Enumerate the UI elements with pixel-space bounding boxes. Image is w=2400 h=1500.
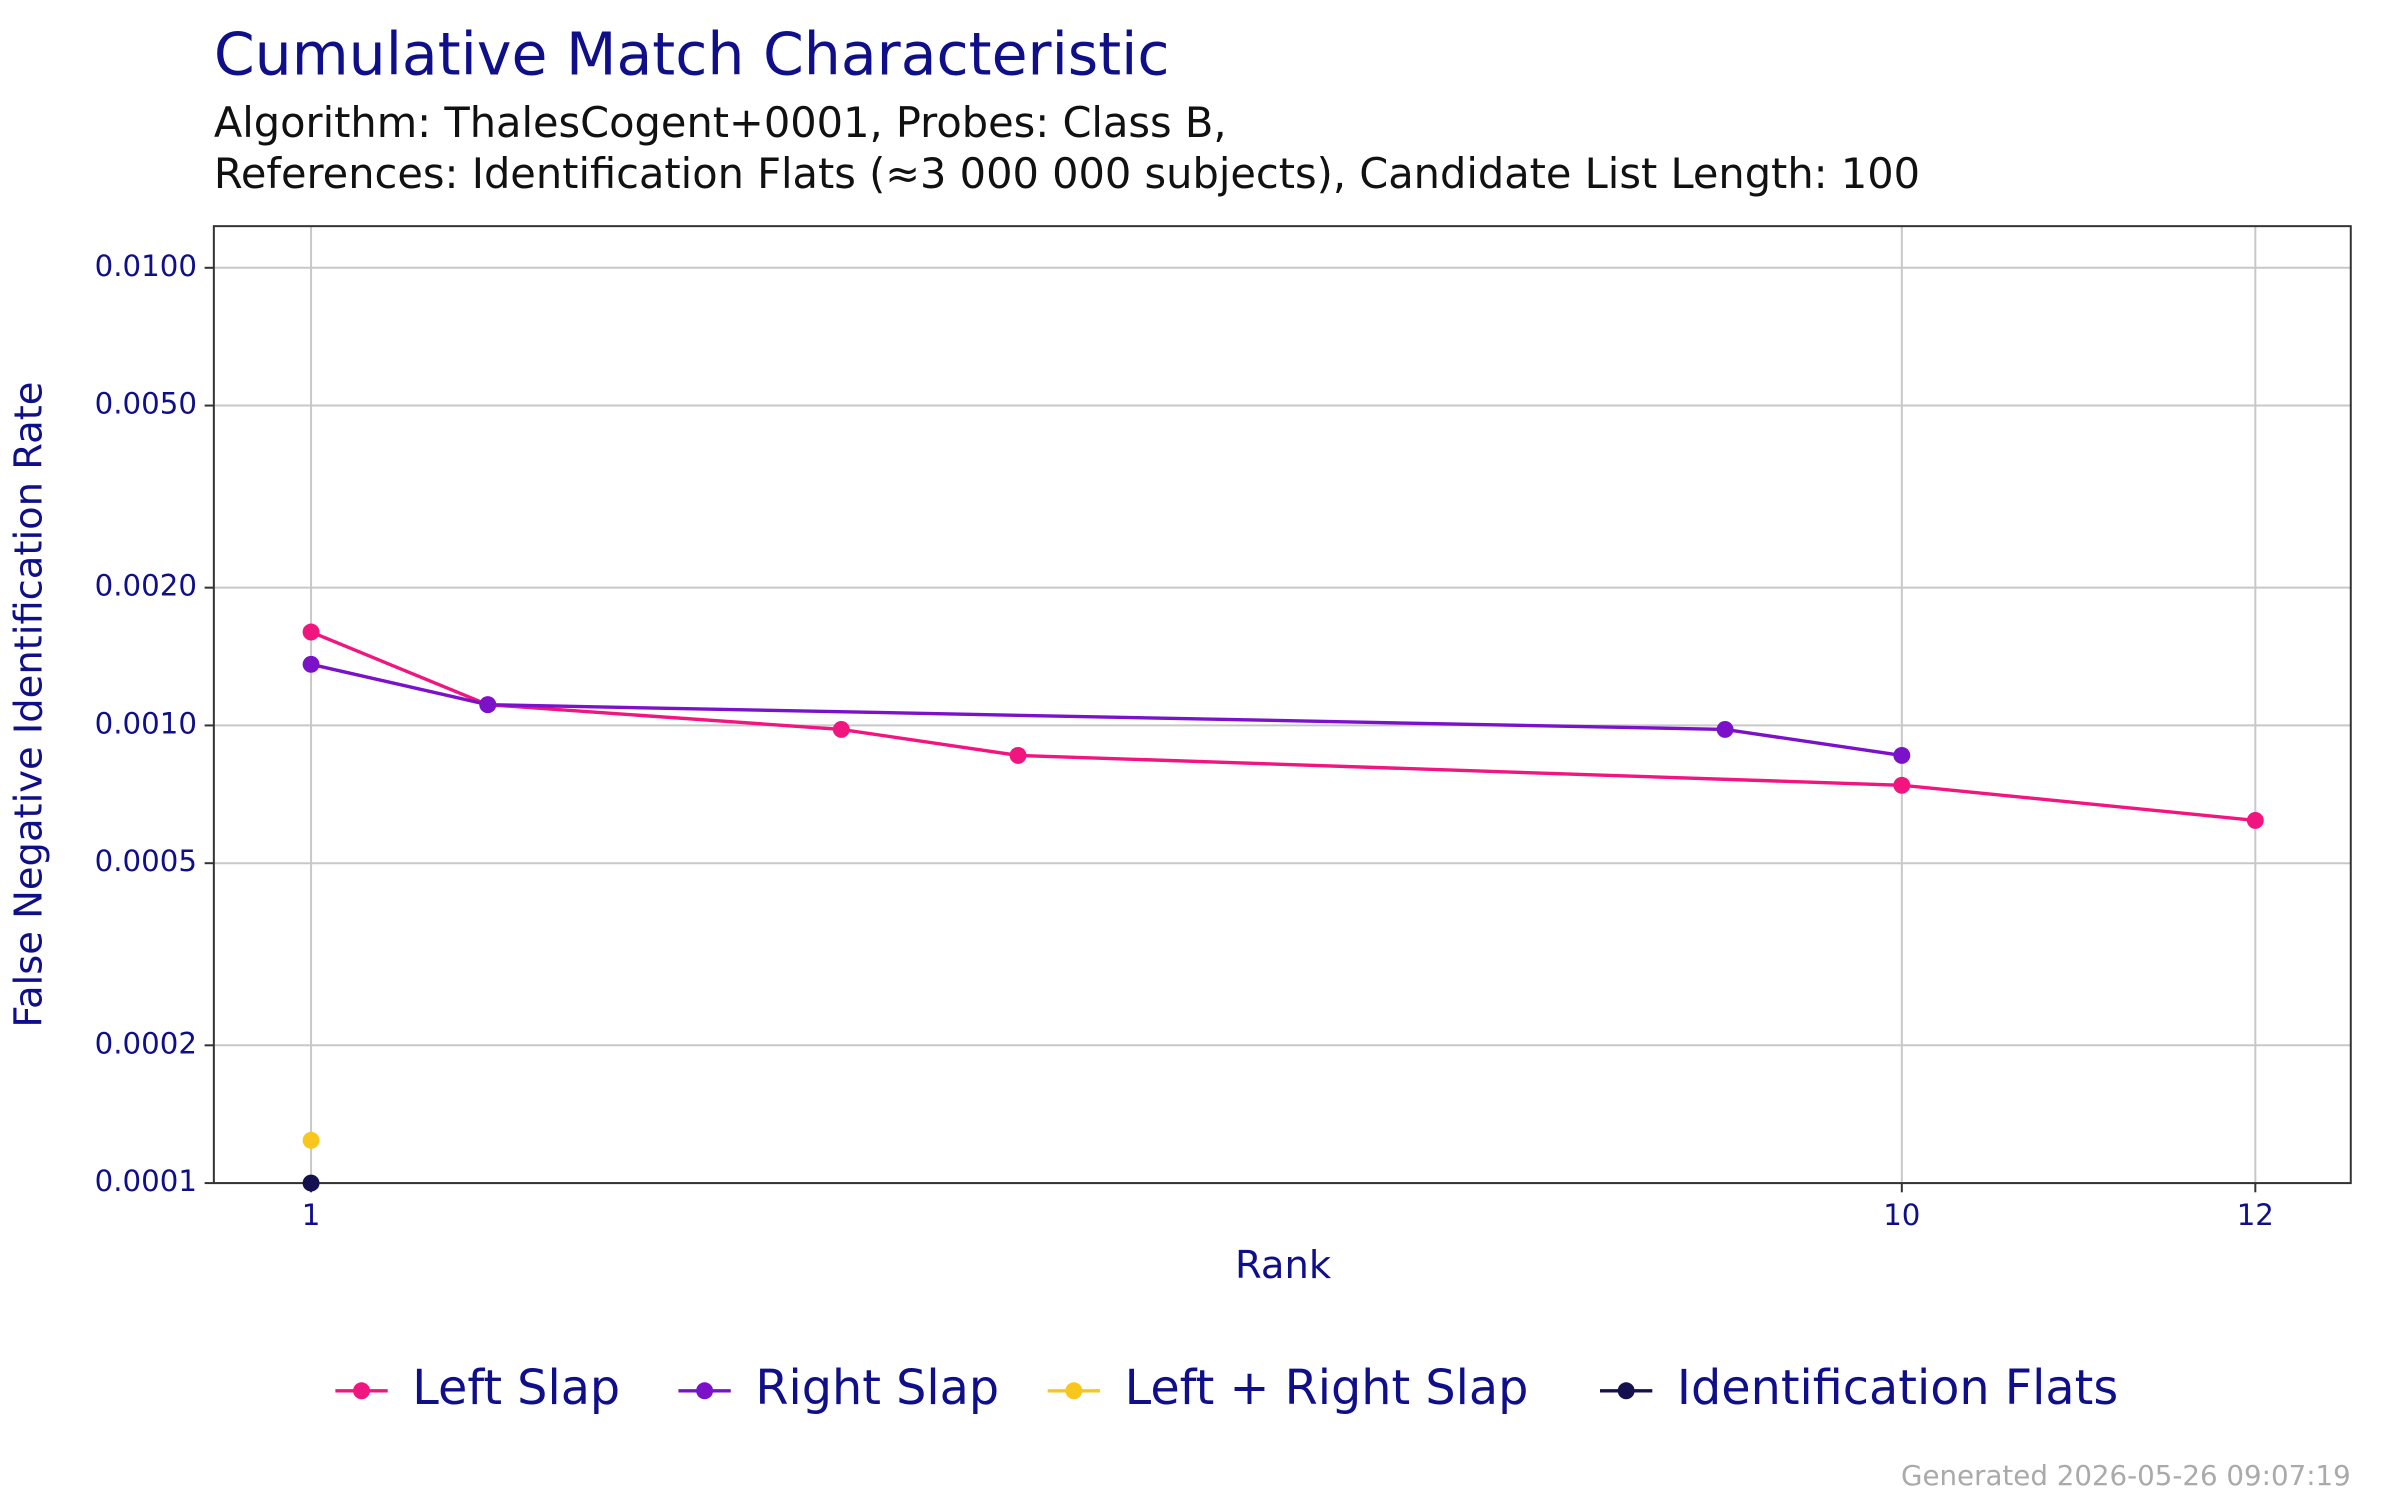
legend-swatch: [1617, 1382, 1635, 1400]
legend-label: Left Slap: [412, 1361, 620, 1416]
legend-item: Left + Right Slap: [1047, 1361, 1529, 1416]
legend-swatch: [1065, 1382, 1083, 1400]
x-tick-label: 12: [2237, 1198, 2274, 1232]
data-point: [1716, 720, 1734, 738]
data-point: [2246, 811, 2264, 829]
data-point: [479, 696, 497, 714]
chart-title: Cumulative Match Characteristic: [214, 21, 1170, 89]
legend-label: Identification Flats: [1677, 1361, 2118, 1416]
chart-subtitle: Algorithm: ThalesCogent+0001, Probes: Cl…: [214, 98, 1227, 147]
x-tick-label: 10: [1883, 1198, 1920, 1232]
data-point: [302, 1131, 320, 1149]
legend-swatch: [353, 1382, 370, 1400]
legend-label: Left + Right Slap: [1125, 1361, 1529, 1416]
data-point: [1009, 746, 1027, 764]
chart-subtitle: References: Identification Flats (≈3 000…: [214, 149, 1920, 198]
data-point: [1893, 746, 1911, 764]
plot-border: [212, 225, 2352, 1185]
y-tick-label: 0.0050: [95, 387, 197, 421]
series-line: [310, 630, 2256, 823]
y-tick-label: 0.0005: [95, 844, 197, 878]
y-tick-label: 0.0020: [95, 569, 197, 603]
x-tick-label: 1: [302, 1198, 321, 1232]
y-tick-label: 0.0100: [95, 249, 197, 283]
plot-background: [213, 226, 2351, 1184]
data-point: [302, 1174, 320, 1192]
data-point: [302, 623, 320, 641]
footer: Generated 2026-05-26 09:07:19: [1901, 1459, 2351, 1492]
legend-label: Right Slap: [755, 1361, 999, 1416]
data-point: [302, 655, 320, 673]
x-axis-label: Rank: [1235, 1243, 1332, 1288]
y-tick-label: 0.0010: [95, 706, 197, 740]
y-tick-label: 0.0001: [95, 1164, 197, 1198]
legend-item: Right Slap: [678, 1361, 999, 1416]
series-line: [310, 662, 1903, 758]
legend-item: Identification Flats: [1600, 1361, 2118, 1416]
data-point: [832, 720, 850, 738]
y-axis-label: False Negative Identification Rate: [6, 382, 51, 1028]
legend-swatch: [696, 1382, 714, 1400]
y-tick-label: 0.0002: [95, 1026, 197, 1060]
legend-item: Left Slap: [335, 1361, 620, 1416]
data-point: [1893, 776, 1911, 794]
